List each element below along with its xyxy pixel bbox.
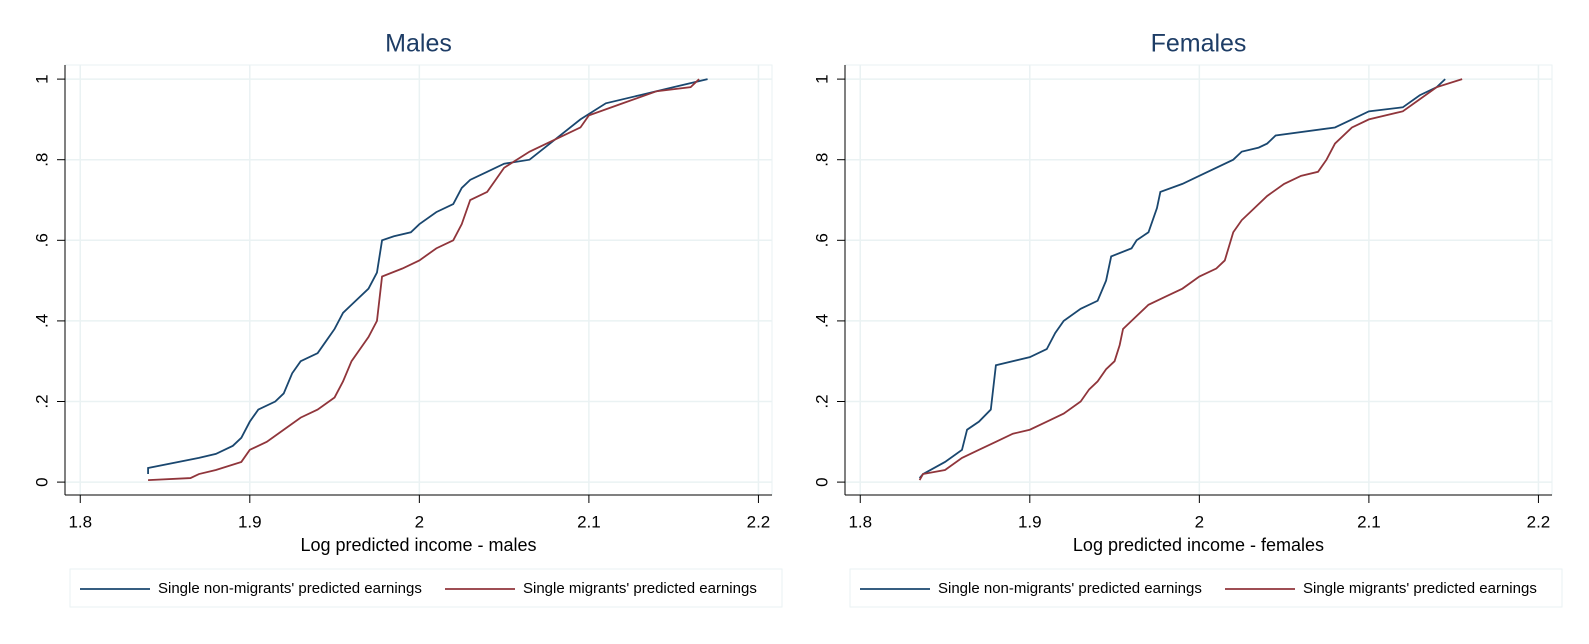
- x-tick-label: 2: [1195, 512, 1204, 531]
- x-tick-label: 2.2: [1527, 512, 1551, 531]
- cdf-line: [147, 78, 708, 475]
- x-tick-label: 1.8: [848, 512, 872, 531]
- x-axis-label: Log predicted income - males: [300, 535, 536, 555]
- x-tick-label: 1.9: [1018, 512, 1042, 531]
- legend-box: [69, 568, 783, 608]
- y-tick-label: .8: [812, 153, 831, 167]
- legend-label: Single migrants' predicted earnings: [523, 580, 757, 597]
- y-tick-label: .6: [812, 233, 831, 247]
- legend-label: Single non-migrants' predicted earnings: [938, 580, 1202, 597]
- legend-label: Single migrants' predicted earnings: [1303, 580, 1537, 597]
- x-tick-label: 2.1: [577, 512, 601, 531]
- y-tick-label: .4: [812, 314, 831, 328]
- y-tick-label: .2: [32, 394, 51, 408]
- x-tick-label: 1.8: [68, 512, 92, 531]
- x-tick-label: 2: [415, 512, 424, 531]
- plot-area: [844, 64, 1553, 496]
- cdf-line: [148, 78, 700, 481]
- x-axis-label: Log predicted income - females: [1073, 535, 1324, 555]
- y-tick-label: .8: [32, 153, 51, 167]
- x-tick-label: 2.2: [747, 512, 771, 531]
- chart-title: Males: [385, 30, 452, 58]
- x-tick-label: 2.1: [1357, 512, 1381, 531]
- y-tick-label: 1: [32, 74, 51, 83]
- y-tick-label: .6: [32, 233, 51, 247]
- y-tick-label: .4: [32, 314, 51, 328]
- y-tick-label: 0: [32, 477, 51, 486]
- x-tick-label: 1.9: [238, 512, 262, 531]
- y-tick-label: 0: [812, 477, 831, 486]
- legend-label: Single non-migrants' predicted earnings: [158, 580, 422, 597]
- chart-title: Females: [1151, 30, 1247, 58]
- cdf-line: [918, 78, 1446, 479]
- plot-area: [64, 64, 773, 496]
- cdf-line: [918, 78, 1463, 481]
- legend-box: [849, 568, 1563, 608]
- y-tick-label: 1: [812, 74, 831, 83]
- y-tick-label: .2: [812, 394, 831, 408]
